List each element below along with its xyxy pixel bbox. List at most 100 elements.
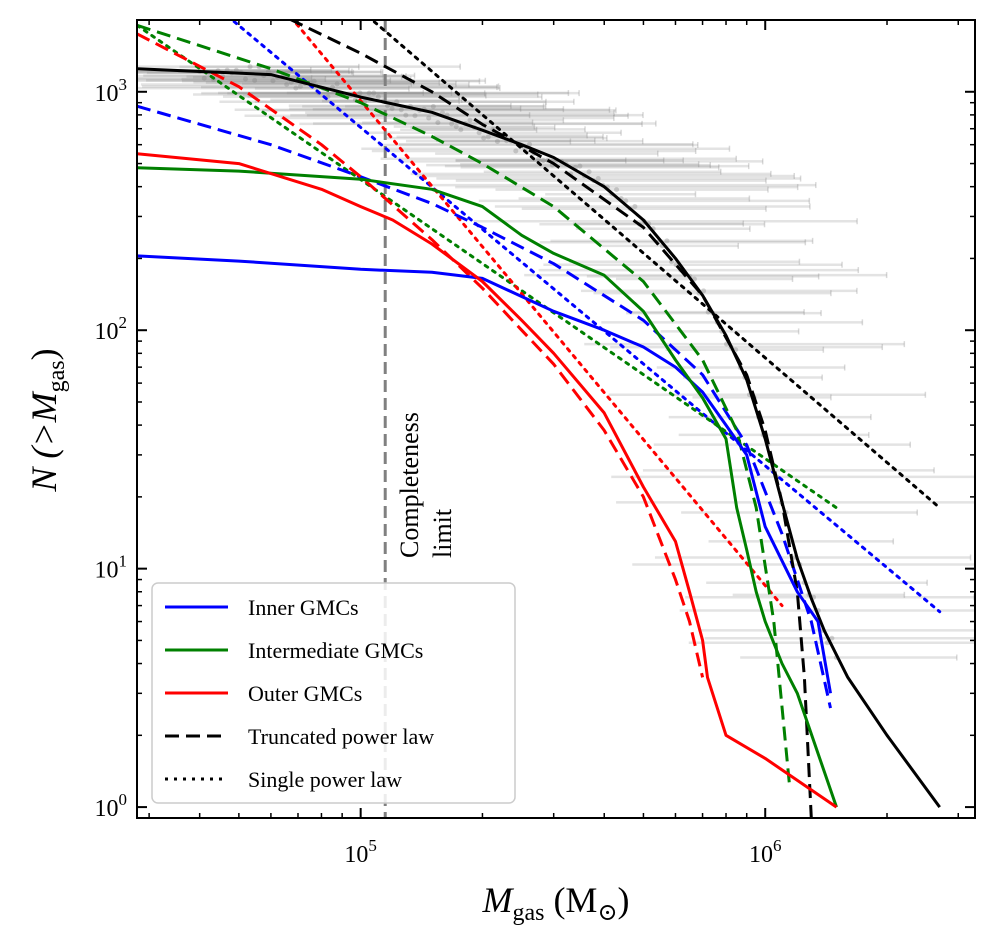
legend-entry: Single power law [165, 767, 402, 792]
errorbar-point [577, 163, 583, 169]
y-tick-exp: 2 [119, 313, 128, 332]
legend-label: Intermediate GMCs [248, 638, 423, 663]
errorbar-point [293, 85, 299, 91]
errorbar-point [449, 121, 455, 127]
errorbar-point [485, 134, 491, 140]
errorbar-point [403, 112, 409, 118]
errorbar-point [398, 107, 404, 113]
legend-label: Truncated power law [248, 724, 434, 749]
errorbar-point [513, 148, 519, 154]
errorbar-point [476, 130, 482, 136]
x-axis-label-unit-sym: ⊙ [597, 900, 617, 926]
y-tick-exp: 3 [119, 75, 128, 94]
errorbar-point [334, 81, 340, 87]
errorbar-point [284, 81, 290, 87]
errorbar-point [389, 106, 395, 112]
errorbar-point [664, 238, 670, 244]
y-axis-label-suffix: ) [24, 348, 64, 360]
series-intermediate-fit-truncated [137, 23, 792, 789]
errorbar-point [595, 176, 601, 182]
errorbar-point [426, 115, 432, 121]
series-outer-gmcs [137, 152, 838, 809]
errorbar-point [366, 90, 372, 96]
errorbar-point [701, 288, 707, 294]
errorbar-point [201, 75, 207, 81]
completeness-label-line1: Completeness [395, 412, 424, 558]
y-tick-exp: 1 [119, 552, 128, 571]
y-tick-base: 10 [95, 81, 119, 107]
x-axis-label-unit-close: ) [618, 880, 630, 920]
errorbar-point [467, 117, 473, 123]
errorbar-point [412, 113, 418, 119]
x-axis-label-unit-open: (M [544, 880, 597, 920]
tick-layer [137, 19, 975, 819]
legend-label: Single power law [248, 767, 402, 792]
y-tick-label: 102 [95, 313, 128, 345]
legend-box [151, 582, 516, 804]
y-tick-label: 101 [95, 552, 128, 584]
errorbar-point [829, 635, 835, 641]
errorbar-point [458, 127, 464, 133]
x-axis-label-main: M [481, 880, 514, 920]
errorbar-point [439, 110, 445, 116]
errorbar-point [242, 76, 248, 82]
completeness-label-line2: limit [428, 508, 457, 558]
errorbar-point [311, 78, 317, 84]
x-tick-exp: 6 [773, 836, 782, 855]
legend-entry: Truncated power law [165, 724, 434, 749]
errorbar-point [252, 77, 258, 83]
y-tick-label: 100 [95, 790, 128, 822]
errorbar-point [540, 157, 546, 163]
series-inner-fit-single [229, 20, 942, 614]
series-all-gmcs [137, 67, 941, 808]
y-tick-base: 10 [95, 319, 119, 345]
x-tick-labels: 105 106 [344, 836, 781, 868]
plot-frame [136, 19, 976, 819]
errorbar-point [270, 78, 276, 84]
errorbar-point [430, 103, 436, 109]
legend-entry: Intermediate GMCs [165, 638, 423, 663]
y-axis-label-prefix: N (>M [24, 390, 64, 492]
x-tick-exp: 5 [368, 836, 377, 855]
series-inner-fit-truncated [137, 104, 832, 709]
errorbar-point [586, 169, 592, 175]
errorbar-point [371, 90, 377, 96]
errorbar-point [375, 94, 381, 100]
y-axis-label-sub: gas [44, 360, 70, 392]
errorbar-point [632, 204, 638, 210]
errorbar-layer [137, 63, 975, 661]
y-tick-base: 10 [95, 558, 119, 584]
x-axis-label-sub: gas [512, 900, 544, 926]
errorbar-point [494, 138, 500, 144]
series-outer-fit-single [291, 20, 784, 608]
x-tick-base: 10 [749, 842, 773, 868]
y-tick-base: 10 [95, 796, 119, 822]
legend-label: Outer GMCs [248, 681, 362, 706]
legend-entries: Inner GMCs Intermediate GMCs Outer GMCs Tru… [165, 595, 434, 792]
errorbar-point [247, 64, 253, 70]
series-outer-fit-truncated [137, 32, 705, 678]
series-all-fit-single [369, 20, 942, 510]
x-axis-label: Mgas (M⊙) [481, 880, 629, 926]
series-intermediate-fit-single [137, 23, 838, 510]
x-tick-label: 105 [344, 836, 377, 868]
errorbar-point [614, 187, 620, 193]
series-intermediate-gmcs [137, 166, 838, 808]
x-tick-label: 106 [749, 836, 782, 868]
legend-label: Inner GMCs [248, 595, 359, 620]
errorbar-point [453, 124, 459, 130]
errorbar-point [527, 141, 533, 147]
y-tick-exp: 0 [119, 790, 128, 809]
y-tick-label: 103 [95, 75, 128, 107]
legend-entry: Outer GMCs [165, 681, 362, 706]
x-tick-base: 10 [344, 842, 368, 868]
series-layer [137, 20, 942, 818]
errorbar-point [357, 90, 363, 96]
errorbar-point [481, 135, 487, 141]
y-axis-label: N (>Mgas) [24, 348, 70, 492]
errorbar-point [297, 83, 303, 89]
legend-entry: Inner GMCs [165, 595, 359, 620]
